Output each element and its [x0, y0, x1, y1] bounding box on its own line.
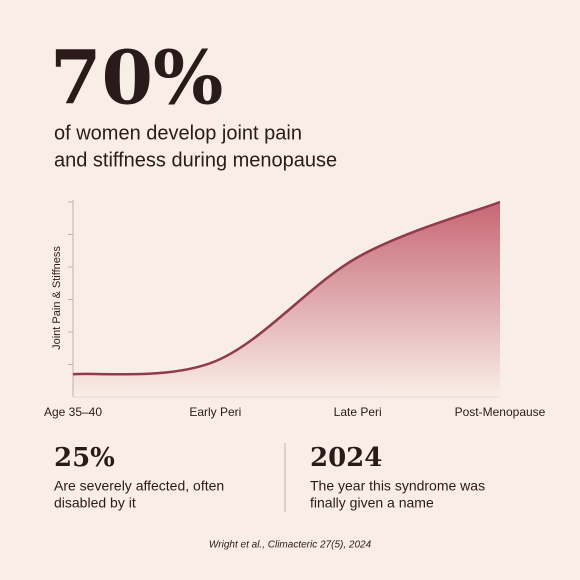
subtitle: of women develop joint pain — [54, 122, 302, 144]
stat-figure: 2024 — [310, 443, 382, 473]
stat-text: finally given a name — [310, 495, 434, 511]
stat-text: The year this syndrome was — [310, 478, 485, 494]
x-tick-label: Early Peri — [189, 405, 241, 419]
x-tick-label: Post-Menopause — [455, 405, 546, 419]
stat-figure: 25% — [54, 443, 115, 473]
citation: Wright et al., Climacteric 27(5), 2024 — [209, 540, 372, 551]
headline: 70% — [50, 36, 223, 122]
x-tick-label: Age 35–40 — [44, 405, 102, 419]
x-tick-label: Late Peri — [334, 405, 382, 419]
line — [72, 200, 501, 376]
subtitle: and stiffness during menopause — [54, 149, 337, 171]
y-axis-label: Joint Pain & Stiffness — [51, 246, 63, 350]
stat-text: Are severely affected, often — [54, 478, 224, 494]
stat-text: disabled by it — [54, 495, 136, 511]
area — [73, 202, 500, 397]
